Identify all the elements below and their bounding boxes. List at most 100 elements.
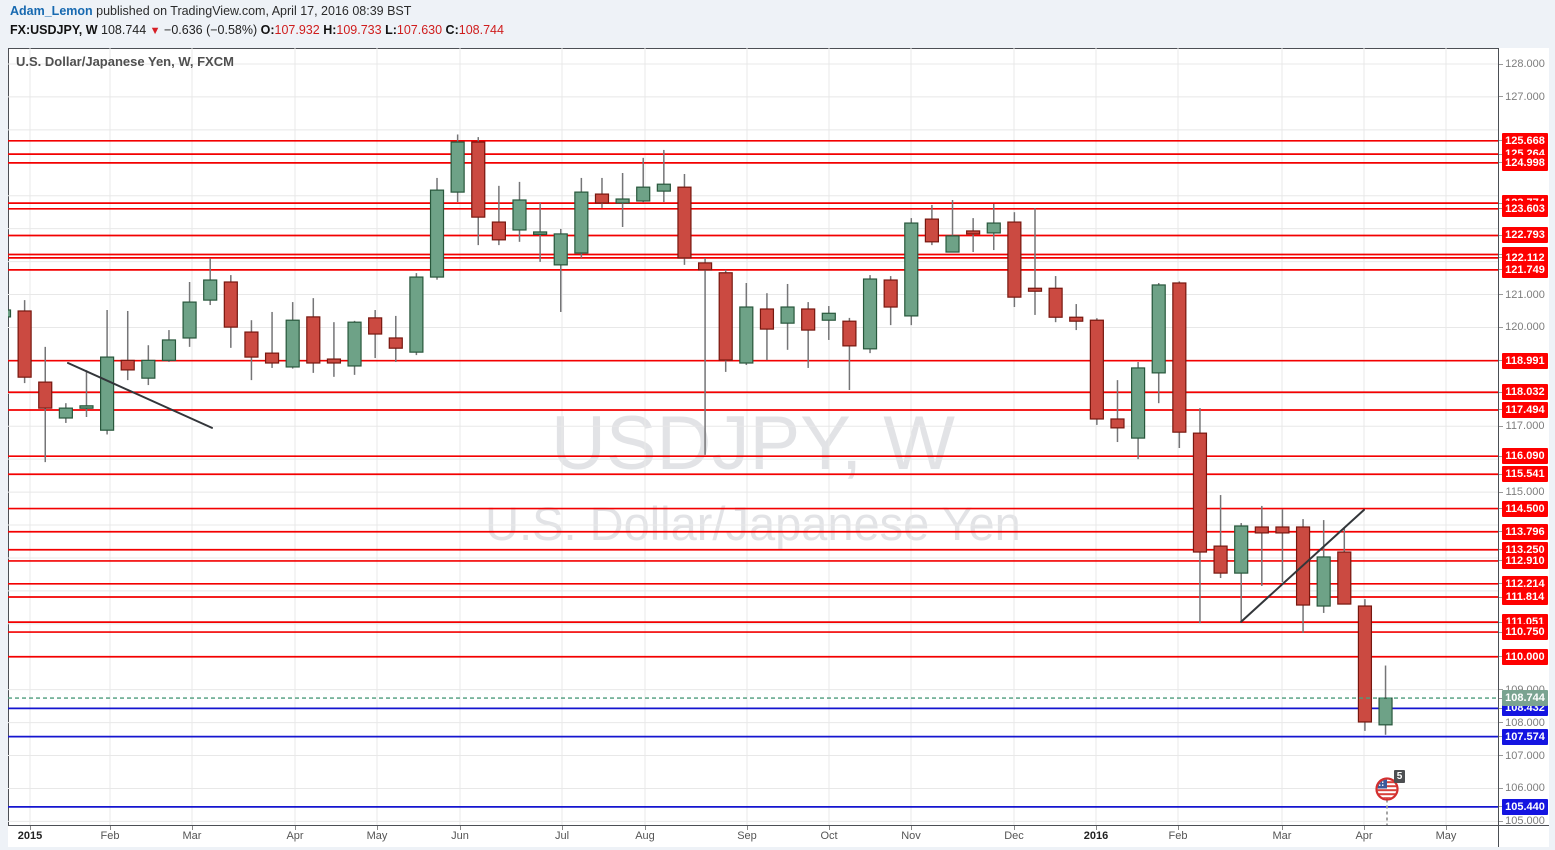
candle[interactable] xyxy=(388,337,403,349)
price-tick xyxy=(1499,360,1503,362)
candle[interactable] xyxy=(945,235,960,253)
price-label-red[interactable]: 118.991 xyxy=(1502,352,1548,369)
candle[interactable] xyxy=(821,312,836,321)
candle[interactable] xyxy=(1130,367,1146,439)
candle[interactable] xyxy=(58,407,73,419)
candle[interactable] xyxy=(285,319,300,368)
price-label-red[interactable]: 124.998 xyxy=(1502,154,1548,171)
candle[interactable] xyxy=(491,221,506,241)
price-label-red[interactable]: 122.793 xyxy=(1502,227,1548,244)
price-label-red[interactable]: 123.603 xyxy=(1502,200,1548,217)
candle[interactable] xyxy=(264,352,280,364)
candle[interactable] xyxy=(368,317,383,335)
candle[interactable] xyxy=(533,231,548,235)
candle[interactable] xyxy=(1048,287,1063,318)
candle[interactable] xyxy=(883,279,898,308)
price-label-red[interactable]: 114.500 xyxy=(1502,500,1548,517)
candle[interactable] xyxy=(409,276,424,353)
candle[interactable] xyxy=(615,198,630,204)
candle[interactable] xyxy=(1089,319,1104,420)
month-tick xyxy=(1096,826,1097,830)
price-label-blue[interactable]: 107.574 xyxy=(1502,728,1548,745)
candle[interactable] xyxy=(429,189,445,278)
candle[interactable] xyxy=(1275,526,1290,534)
candle[interactable] xyxy=(161,339,177,361)
candle[interactable] xyxy=(677,186,692,259)
candle[interactable] xyxy=(99,356,115,431)
candle[interactable] xyxy=(1151,284,1166,374)
candle[interactable] xyxy=(1069,316,1084,322)
candle[interactable] xyxy=(759,308,775,330)
candle[interactable] xyxy=(326,358,342,364)
down-triangle-icon: ▼ xyxy=(149,25,161,37)
candle[interactable] xyxy=(120,359,135,371)
candle[interactable] xyxy=(1110,418,1125,429)
candle[interactable] xyxy=(924,218,940,243)
candle[interactable] xyxy=(8,309,12,318)
author-link[interactable]: Adam_Lemon xyxy=(10,4,93,18)
price-label-red[interactable]: 112.910 xyxy=(1502,552,1548,569)
price-label-red[interactable]: 110.750 xyxy=(1502,624,1548,641)
candle[interactable] xyxy=(347,321,362,367)
price-label-red[interactable]: 111.814 xyxy=(1502,589,1548,605)
candle[interactable] xyxy=(636,186,651,202)
chart-plot-area[interactable]: U.S. Dollar/Japanese Yen, W, FXCM USDJPY… xyxy=(8,48,1498,825)
candle[interactable] xyxy=(594,193,610,204)
candle[interactable] xyxy=(862,278,878,350)
candle[interactable] xyxy=(1213,545,1228,574)
candle[interactable] xyxy=(38,381,53,409)
candle[interactable] xyxy=(986,222,1001,234)
candle[interactable] xyxy=(801,308,816,331)
candle[interactable] xyxy=(1192,432,1208,553)
price-label-red[interactable]: 117.494 xyxy=(1502,401,1548,418)
price-tick xyxy=(1499,254,1503,255)
price-axis[interactable]: 128.000 127.000 121.000 120.000 117.000 115.0… xyxy=(1499,48,1549,825)
candle[interactable] xyxy=(656,183,671,192)
candle[interactable] xyxy=(182,301,197,339)
price-label-red[interactable]: 121.749 xyxy=(1502,261,1548,278)
candle[interactable] xyxy=(574,191,589,254)
candle[interactable] xyxy=(223,281,238,328)
candle[interactable] xyxy=(203,279,218,301)
candle[interactable] xyxy=(244,331,259,358)
candle[interactable] xyxy=(512,199,527,231)
candle[interactable] xyxy=(904,222,919,317)
candle[interactable] xyxy=(553,233,568,266)
price-label-blue[interactable]: 105.440 xyxy=(1502,798,1548,815)
trendline[interactable] xyxy=(67,362,213,429)
candle[interactable] xyxy=(79,405,94,409)
economic-event-marker[interactable]: 5 xyxy=(1374,770,1405,803)
candle[interactable] xyxy=(1254,526,1269,534)
candle[interactable] xyxy=(1007,221,1022,298)
candle[interactable] xyxy=(306,316,321,364)
candle[interactable] xyxy=(1027,287,1043,292)
candle[interactable] xyxy=(718,272,733,361)
candle[interactable] xyxy=(1316,556,1331,607)
candle[interactable] xyxy=(966,230,981,235)
candle[interactable] xyxy=(1337,551,1352,605)
candle[interactable] xyxy=(842,320,857,347)
price-label-red[interactable]: 116.090 xyxy=(1502,448,1548,465)
candle[interactable] xyxy=(450,141,465,193)
candle[interactable] xyxy=(141,359,156,379)
candle[interactable] xyxy=(471,141,486,218)
time-axis[interactable]: 2015 Feb Mar Apr May Jun Jul Aug Sep Oct Nov Dec 201… xyxy=(8,826,1549,847)
chart-canvas[interactable] xyxy=(8,48,1498,825)
candle[interactable] xyxy=(697,262,713,271)
candle[interactable] xyxy=(1357,605,1373,723)
candle[interactable] xyxy=(1378,697,1393,726)
candle[interactable] xyxy=(1234,525,1249,574)
candle[interactable] xyxy=(1172,282,1187,433)
trendline[interactable] xyxy=(1240,508,1365,623)
candle[interactable] xyxy=(17,310,32,378)
candle[interactable] xyxy=(780,306,795,324)
price-label-red[interactable]: 118.032 xyxy=(1502,384,1548,401)
price-label-red[interactable]: 125.668 xyxy=(1502,132,1548,149)
candle[interactable] xyxy=(739,306,754,364)
price-label-red[interactable]: 115.541 xyxy=(1502,466,1548,483)
price-label-red[interactable]: 113.796 xyxy=(1502,523,1548,540)
month-tick xyxy=(295,826,296,830)
price-label-red[interactable]: 112.214 xyxy=(1502,575,1548,592)
price-label-red[interactable]: 110.000 xyxy=(1502,648,1548,665)
